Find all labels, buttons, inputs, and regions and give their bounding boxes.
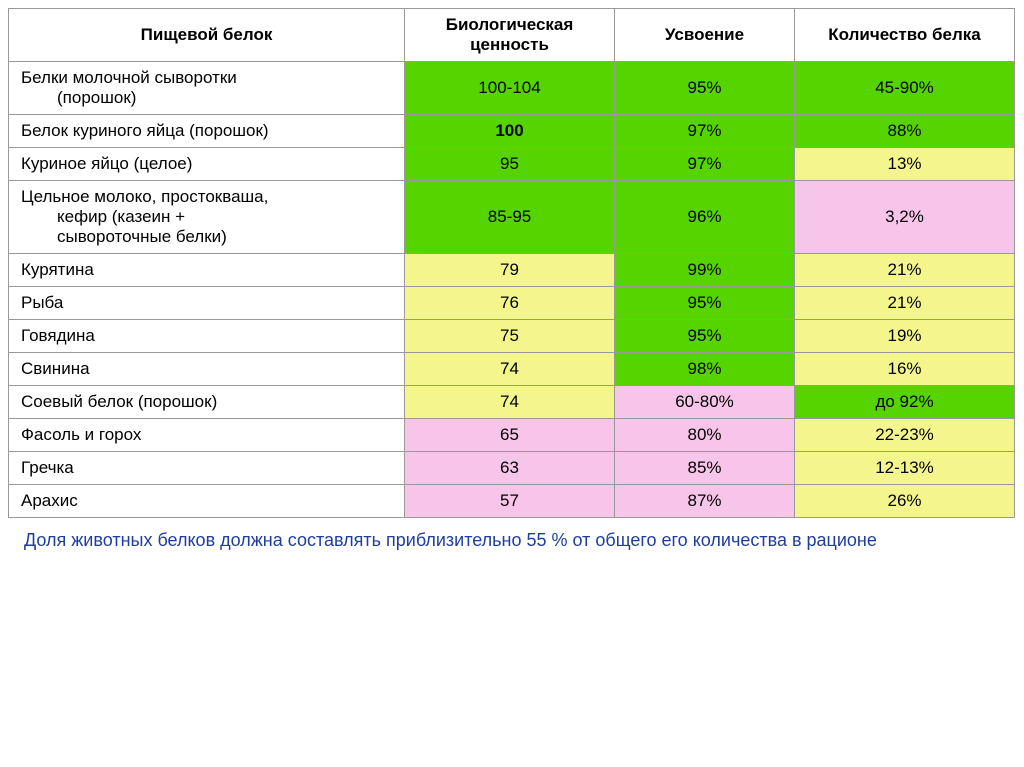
table-row: Рыба7695%21% — [9, 287, 1015, 320]
protein-name-cell: Рыба — [9, 287, 405, 320]
protein-name-cell: Свинина — [9, 353, 405, 386]
protein-name-cell: Фасоль и горох — [9, 419, 405, 452]
protein-name-cell: Белок куриного яйца (порошок) — [9, 115, 405, 148]
value-cell: 96% — [615, 181, 795, 254]
protein-name-cell: Соевый белок (порошок) — [9, 386, 405, 419]
value-cell: 95 — [405, 148, 615, 181]
value-cell: 95% — [615, 287, 795, 320]
protein-name-cell: Куриное яйцо (целое) — [9, 148, 405, 181]
protein-name-cell: Цельное молоко, простокваша,кефир (казеи… — [9, 181, 405, 254]
protein-name-cell: Арахис — [9, 485, 405, 518]
table-row: Говядина7595%19% — [9, 320, 1015, 353]
value-cell: 21% — [795, 254, 1015, 287]
value-cell: 100-104 — [405, 62, 615, 115]
value-cell: 76 — [405, 287, 615, 320]
value-cell: 85% — [615, 452, 795, 485]
column-header: Биологическая ценность — [405, 9, 615, 62]
table-row: Белки молочной сыворотки(порошок)100-104… — [9, 62, 1015, 115]
value-cell: 87% — [615, 485, 795, 518]
table-row: Свинина7498%16% — [9, 353, 1015, 386]
value-cell: 97% — [615, 115, 795, 148]
value-cell: 100 — [405, 115, 615, 148]
value-cell: 63 — [405, 452, 615, 485]
value-cell: 99% — [615, 254, 795, 287]
footnote: Доля животных белков должна составлять п… — [8, 528, 1016, 552]
value-cell: 22-23% — [795, 419, 1015, 452]
column-header: Усвоение — [615, 9, 795, 62]
protein-name-cell: Гречка — [9, 452, 405, 485]
table-row: Белок куриного яйца (порошок)10097%88% — [9, 115, 1015, 148]
value-cell: 26% — [795, 485, 1015, 518]
table-row: Фасоль и горох6580%22-23% — [9, 419, 1015, 452]
value-cell: 95% — [615, 62, 795, 115]
protein-table: Пищевой белокБиологическая ценностьУсвое… — [8, 8, 1015, 518]
value-cell: 60-80% — [615, 386, 795, 419]
value-cell: 88% — [795, 115, 1015, 148]
table-row: Цельное молоко, простокваша,кефир (казеи… — [9, 181, 1015, 254]
value-cell: 45-90% — [795, 62, 1015, 115]
protein-name-cell: Говядина — [9, 320, 405, 353]
table-row: Курятина7999%21% — [9, 254, 1015, 287]
table-row: Куриное яйцо (целое)9597%13% — [9, 148, 1015, 181]
value-cell: 74 — [405, 353, 615, 386]
value-cell: 16% — [795, 353, 1015, 386]
protein-name-cell: Белки молочной сыворотки(порошок) — [9, 62, 405, 115]
value-cell: до 92% — [795, 386, 1015, 419]
value-cell: 3,2% — [795, 181, 1015, 254]
value-cell: 79 — [405, 254, 615, 287]
value-cell: 19% — [795, 320, 1015, 353]
value-cell: 97% — [615, 148, 795, 181]
value-cell: 65 — [405, 419, 615, 452]
value-cell: 21% — [795, 287, 1015, 320]
value-cell: 12-13% — [795, 452, 1015, 485]
protein-name-cell: Курятина — [9, 254, 405, 287]
value-cell: 57 — [405, 485, 615, 518]
value-cell: 13% — [795, 148, 1015, 181]
table-row: Соевый белок (порошок)7460-80%до 92% — [9, 386, 1015, 419]
value-cell: 85-95 — [405, 181, 615, 254]
value-cell: 74 — [405, 386, 615, 419]
value-cell: 95% — [615, 320, 795, 353]
column-header: Пищевой белок — [9, 9, 405, 62]
table-header-row: Пищевой белокБиологическая ценностьУсвое… — [9, 9, 1015, 62]
value-cell: 98% — [615, 353, 795, 386]
value-cell: 80% — [615, 419, 795, 452]
column-header: Количество белка — [795, 9, 1015, 62]
value-cell: 75 — [405, 320, 615, 353]
table-row: Гречка6385%12-13% — [9, 452, 1015, 485]
table-row: Арахис5787%26% — [9, 485, 1015, 518]
